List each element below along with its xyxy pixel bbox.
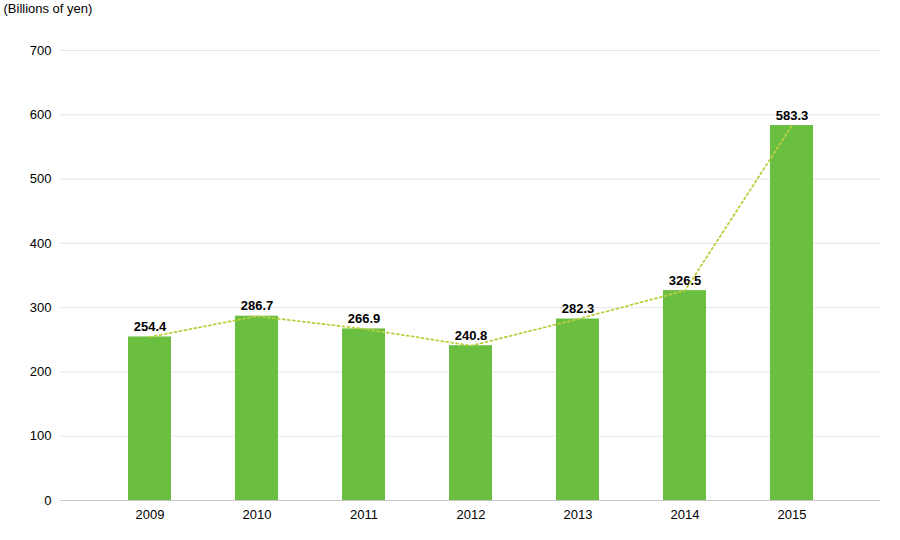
svg-text:2009: 2009: [136, 507, 165, 522]
svg-text:2012: 2012: [457, 507, 486, 522]
svg-text:286.7: 286.7: [241, 298, 274, 313]
svg-text:600: 600: [30, 107, 52, 122]
svg-text:2011: 2011: [350, 507, 378, 522]
svg-text:254.4: 254.4: [134, 319, 167, 334]
svg-text:282.3: 282.3: [562, 301, 595, 316]
svg-text:2015: 2015: [778, 507, 807, 522]
svg-text:500: 500: [30, 171, 52, 186]
svg-text:300: 300: [30, 300, 52, 315]
svg-text:2010: 2010: [243, 507, 272, 522]
svg-text:200: 200: [30, 364, 52, 379]
svg-text:266.9: 266.9: [348, 311, 381, 326]
svg-text:2013: 2013: [564, 507, 593, 522]
svg-text:0: 0: [44, 493, 51, 508]
svg-text:326.5: 326.5: [669, 273, 702, 288]
svg-text:(Billions of yen): (Billions of yen): [4, 1, 93, 16]
svg-text:583.3: 583.3: [776, 108, 809, 123]
svg-text:100: 100: [30, 428, 52, 443]
svg-text:400: 400: [30, 236, 52, 251]
svg-text:2014: 2014: [671, 507, 700, 522]
svg-text:700: 700: [30, 43, 52, 58]
svg-text:240.8: 240.8: [455, 328, 488, 343]
